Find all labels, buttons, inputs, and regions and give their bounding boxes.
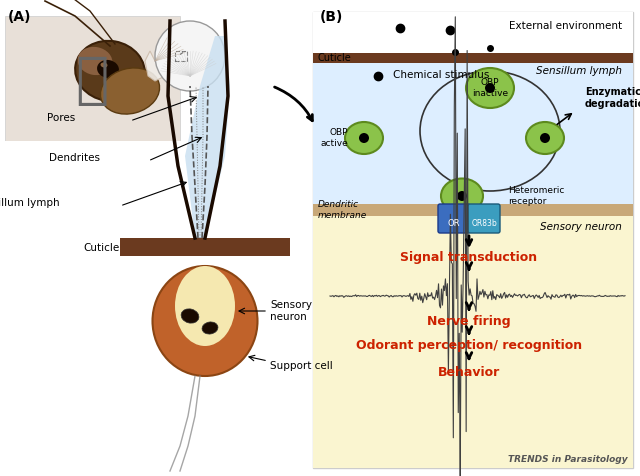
Polygon shape <box>145 36 178 81</box>
Ellipse shape <box>75 41 145 101</box>
Ellipse shape <box>100 68 159 114</box>
Text: (B): (B) <box>320 10 344 24</box>
Text: Sensillum lymph: Sensillum lymph <box>536 66 622 76</box>
Text: Enzymatic
degradation: Enzymatic degradation <box>585 87 640 109</box>
FancyBboxPatch shape <box>313 204 633 216</box>
FancyBboxPatch shape <box>468 204 500 233</box>
FancyBboxPatch shape <box>120 238 290 256</box>
Circle shape <box>359 133 369 143</box>
Text: OR83b: OR83b <box>471 219 497 228</box>
Ellipse shape <box>181 309 199 323</box>
FancyBboxPatch shape <box>313 53 633 63</box>
Ellipse shape <box>77 47 113 75</box>
Text: Odorant perception/ recognition: Odorant perception/ recognition <box>356 339 582 353</box>
Ellipse shape <box>466 68 514 108</box>
Text: OBP
inactive: OBP inactive <box>472 78 508 98</box>
Text: OBP
active: OBP active <box>320 129 348 148</box>
Ellipse shape <box>441 178 483 214</box>
Ellipse shape <box>202 322 218 334</box>
Text: Heteromeric
receptor: Heteromeric receptor <box>508 186 564 206</box>
FancyBboxPatch shape <box>438 204 470 233</box>
Text: Chemical stimulus: Chemical stimulus <box>393 70 490 80</box>
Ellipse shape <box>175 266 235 346</box>
Ellipse shape <box>100 62 108 68</box>
Text: Cuticle: Cuticle <box>84 243 120 253</box>
Text: TRENDS in Parasitology: TRENDS in Parasitology <box>508 455 628 464</box>
Polygon shape <box>185 36 230 238</box>
Circle shape <box>540 133 550 143</box>
Text: Dendrites: Dendrites <box>49 153 100 163</box>
Text: Nerve firing: Nerve firing <box>427 315 511 327</box>
Text: Behavior: Behavior <box>438 366 500 378</box>
Circle shape <box>485 83 495 93</box>
Text: Sensillum lymph: Sensillum lymph <box>0 198 60 208</box>
Text: Signal transduction: Signal transduction <box>401 251 538 265</box>
Circle shape <box>155 21 225 91</box>
FancyBboxPatch shape <box>5 16 180 146</box>
Text: 🦟: 🦟 <box>76 54 109 108</box>
Text: (A): (A) <box>8 10 31 24</box>
Circle shape <box>457 191 467 201</box>
FancyBboxPatch shape <box>313 12 633 468</box>
Ellipse shape <box>152 266 257 376</box>
Text: Cuticle: Cuticle <box>318 53 352 63</box>
Text: Sensory neuron: Sensory neuron <box>540 222 622 232</box>
Text: OR: OR <box>448 219 460 228</box>
Text: Dendritic
membrane: Dendritic membrane <box>318 200 367 220</box>
Ellipse shape <box>97 60 119 78</box>
FancyBboxPatch shape <box>5 141 305 471</box>
Text: Pores: Pores <box>47 113 75 123</box>
FancyBboxPatch shape <box>313 12 633 56</box>
Ellipse shape <box>345 122 383 154</box>
Text: Sensory
neuron: Sensory neuron <box>270 300 312 322</box>
FancyBboxPatch shape <box>313 216 633 468</box>
Text: External environment: External environment <box>509 21 622 31</box>
Ellipse shape <box>526 122 564 154</box>
Text: Support cell: Support cell <box>270 361 333 371</box>
FancyBboxPatch shape <box>313 63 633 206</box>
